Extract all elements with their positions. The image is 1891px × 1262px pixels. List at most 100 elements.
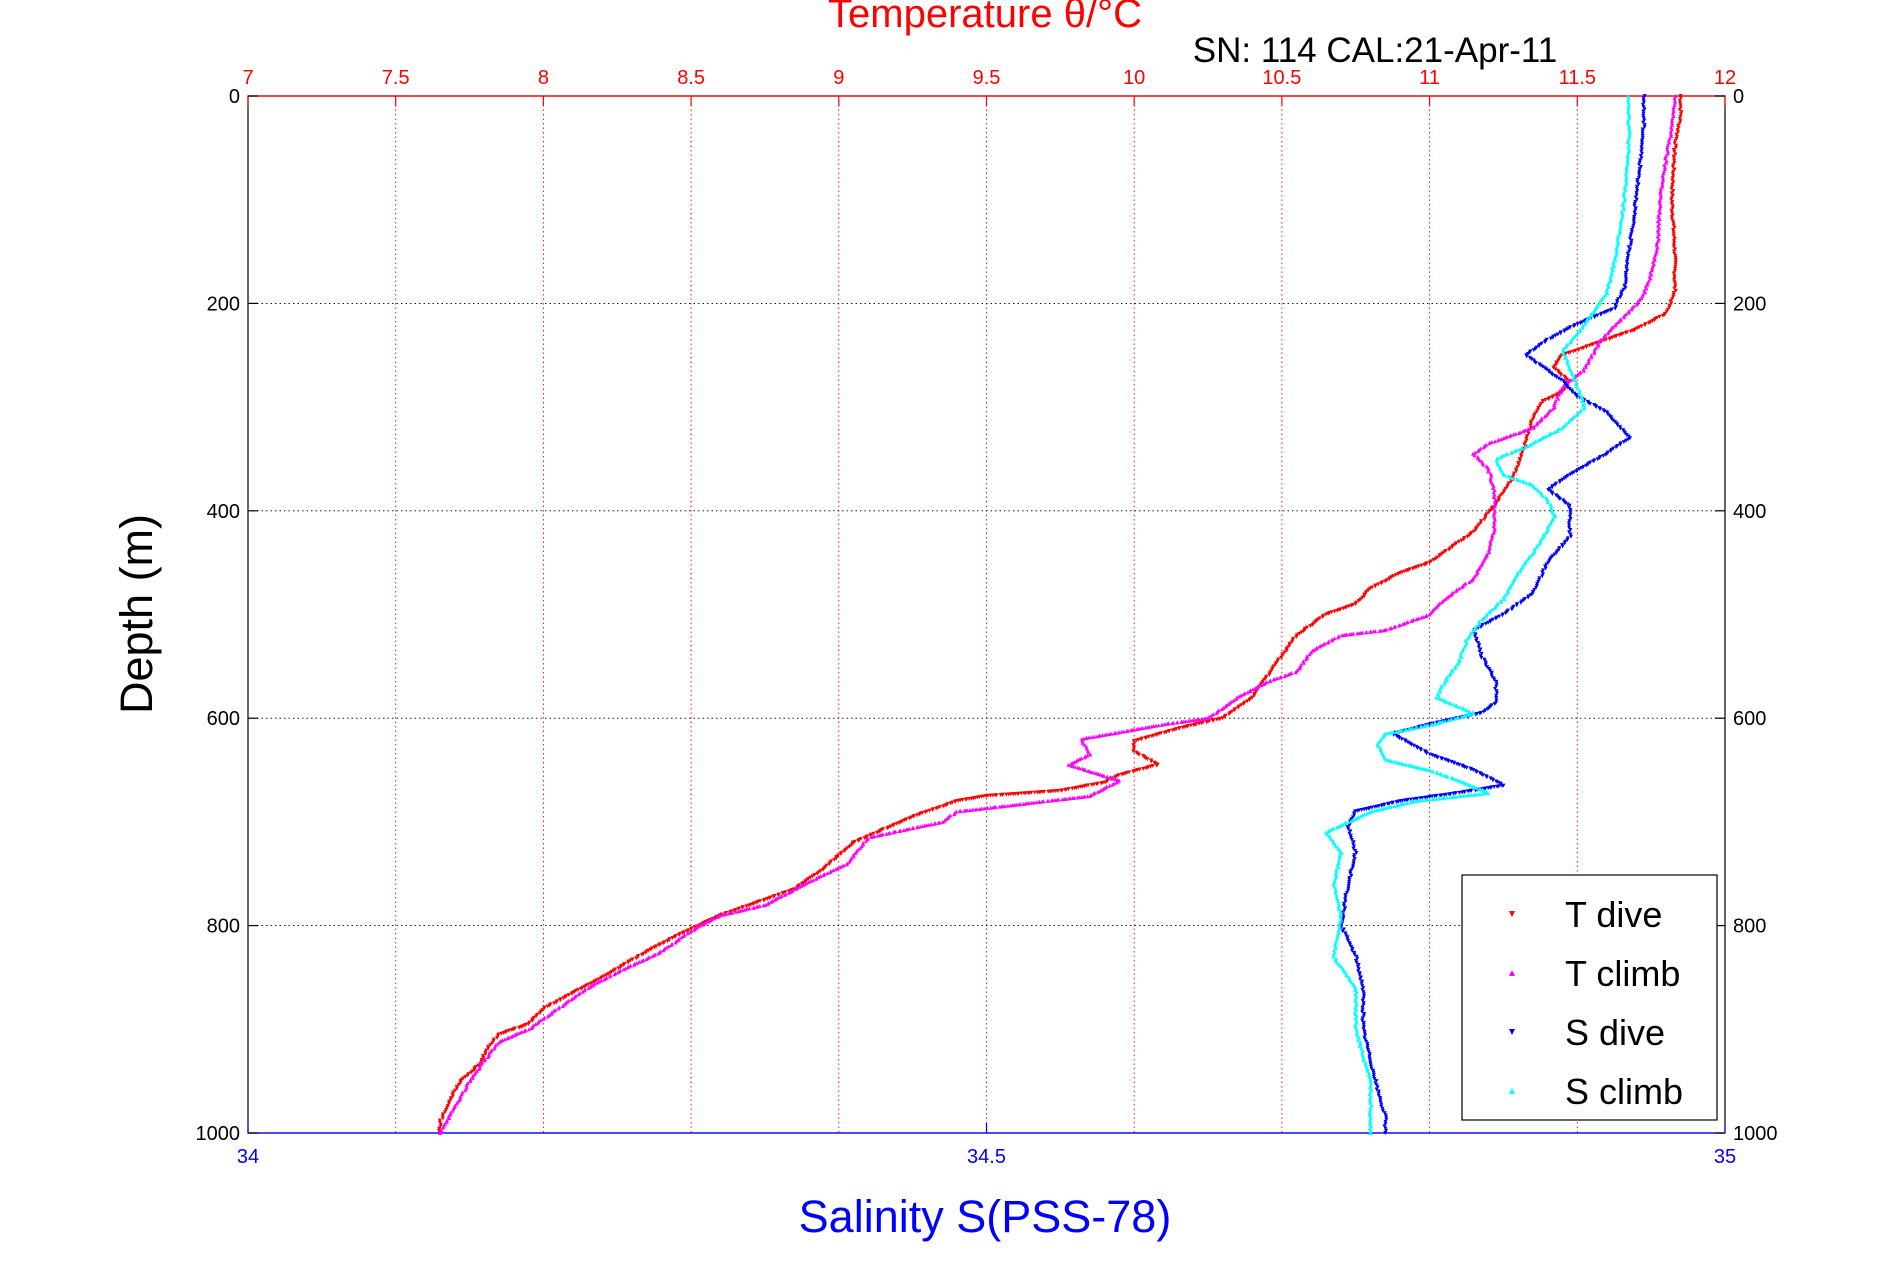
data-point (1472, 453, 1477, 458)
data-point (1601, 336, 1606, 341)
data-point (1567, 523, 1572, 528)
data-point (1467, 580, 1472, 585)
data-point (440, 1112, 445, 1117)
data-point (1565, 359, 1570, 364)
data-point (1352, 1009, 1357, 1014)
data-point (447, 1099, 452, 1104)
data-point (1620, 203, 1625, 208)
data-point (1451, 791, 1456, 796)
data-point (1332, 636, 1337, 641)
data-point (666, 944, 671, 949)
data-point (1642, 118, 1647, 123)
data-point (751, 905, 756, 910)
data-point (1631, 223, 1636, 228)
data-point (1672, 251, 1677, 256)
data-point (1361, 990, 1366, 995)
data-point (865, 835, 870, 840)
data-point (1639, 156, 1644, 161)
data-point (1671, 243, 1676, 248)
data-point (1129, 728, 1134, 733)
data-point (1368, 1077, 1373, 1082)
data-point (1537, 362, 1542, 367)
data-point (1214, 711, 1219, 716)
data-point (1494, 693, 1499, 698)
data-point (1331, 952, 1336, 957)
data-point (1371, 1075, 1376, 1080)
data-point (1575, 386, 1580, 391)
data-point (496, 1041, 501, 1046)
data-point (1435, 755, 1440, 760)
data-point (1669, 133, 1674, 138)
data-point (1618, 426, 1623, 431)
data-point (582, 988, 587, 993)
data-point (1333, 888, 1338, 893)
data-point (1641, 98, 1646, 103)
data-point (831, 868, 836, 873)
data-point (1584, 463, 1589, 468)
data-point (1245, 690, 1250, 695)
data-point (1563, 344, 1568, 349)
data-point (1592, 351, 1597, 356)
data-point (1371, 1068, 1376, 1073)
temperature-tick-label: 10 (1123, 67, 1145, 89)
data-point (1483, 708, 1488, 713)
data-point (1560, 425, 1565, 430)
data-point (1368, 1098, 1373, 1103)
data-point (1361, 1003, 1366, 1008)
data-point (1282, 673, 1287, 678)
data-point (1361, 1022, 1366, 1027)
data-point (1553, 333, 1558, 338)
data-point (1360, 1016, 1365, 1021)
data-point (1016, 802, 1021, 807)
data-point (665, 939, 670, 944)
data-point (1360, 1009, 1365, 1014)
data-point (1448, 701, 1453, 706)
data-point (1408, 800, 1413, 805)
data-point (1641, 120, 1646, 125)
data-point (1353, 996, 1358, 1001)
data-point (672, 935, 677, 940)
data-point (1626, 107, 1631, 112)
data-point (1662, 312, 1667, 317)
data-point (1149, 759, 1154, 764)
data-point (1229, 709, 1234, 714)
data-point (1490, 778, 1495, 783)
data-point (1613, 257, 1618, 262)
data-point (1063, 787, 1068, 792)
data-point (1337, 853, 1342, 858)
data-point (1384, 1117, 1389, 1122)
data-point (1382, 1111, 1387, 1116)
depth-tick-label-left: 0 (229, 86, 240, 108)
data-point (1678, 96, 1683, 101)
data-point (1588, 401, 1593, 406)
data-point (1586, 357, 1591, 362)
data-point (1551, 406, 1556, 411)
data-point (1665, 142, 1670, 147)
data-point (1569, 416, 1574, 421)
data-point (1634, 186, 1639, 191)
data-point (584, 983, 589, 988)
data-point (1368, 1060, 1373, 1065)
data-point (608, 970, 613, 975)
data-point (1586, 359, 1591, 364)
data-point (1349, 838, 1354, 843)
data-point (1574, 382, 1579, 387)
data-point (1497, 464, 1502, 469)
data-point (1430, 797, 1435, 802)
data-point (1639, 147, 1644, 152)
data-point (1622, 196, 1627, 201)
data-point (1347, 831, 1352, 836)
data-point (1040, 799, 1045, 804)
data-point (1353, 958, 1358, 963)
data-point (1633, 208, 1638, 213)
data-point (1617, 229, 1622, 234)
data-point (643, 950, 648, 955)
data-point (1413, 725, 1418, 730)
data-point (1672, 167, 1677, 172)
data-point (1445, 795, 1450, 800)
data-point (1214, 717, 1219, 722)
top-axis-title: Temperature θ/°C (828, 0, 1142, 36)
data-point (1355, 1037, 1360, 1042)
data-point (1360, 979, 1365, 984)
data-point (1620, 211, 1625, 216)
